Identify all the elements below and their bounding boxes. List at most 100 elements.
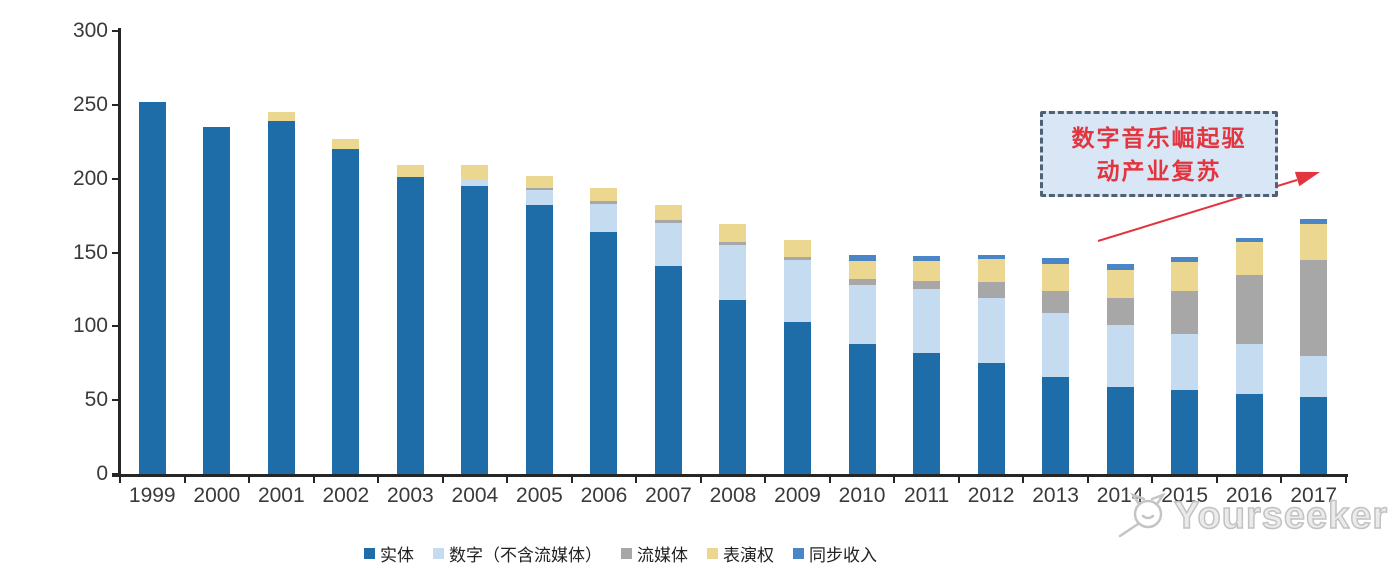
- y-axis-tick: [112, 325, 119, 328]
- bar-segment-physical: [913, 352, 941, 474]
- bar-segment-physical: [332, 149, 360, 474]
- bar-segment-physical: [1171, 389, 1199, 474]
- bar-column: [1281, 31, 1346, 474]
- x-axis-line: [112, 474, 1348, 477]
- bar-segment-performance-rights: [719, 224, 747, 243]
- x-axis-tick: [183, 476, 186, 483]
- bar-stack: [848, 254, 876, 474]
- y-axis-label: 250: [72, 92, 108, 116]
- x-axis-label: 2008: [709, 484, 757, 507]
- bar-stack: [138, 101, 166, 474]
- y-axis-tick: [112, 473, 119, 475]
- bar-segment-physical: [719, 299, 747, 474]
- bar-segment-digital-excl-streaming: [525, 190, 553, 206]
- bar-segment-physical: [396, 177, 424, 474]
- bar-stack: [1235, 237, 1263, 474]
- bar-segment-physical: [784, 321, 811, 474]
- y-axis-label: 300: [72, 19, 108, 42]
- bar-column: [314, 31, 379, 474]
- watermark-text: Yourseeker: [1173, 494, 1389, 538]
- y-axis-label: 200: [72, 166, 108, 190]
- bar-segment-performance-rights: [332, 138, 360, 150]
- bar-segment-performance-rights: [525, 175, 553, 188]
- bar-segment-physical: [138, 101, 166, 474]
- bar-segment-streaming: [590, 200, 618, 204]
- bar-segment-physical: [525, 205, 553, 474]
- bar-segment-digital-excl-streaming: [848, 285, 876, 345]
- x-axis-label: 2001: [257, 484, 305, 507]
- bar-column: [1088, 31, 1153, 474]
- legend: 实体 数字（不含流媒体） 流媒体 表演权 同步收入: [364, 541, 877, 566]
- x-axis-label: 2003: [386, 484, 434, 507]
- bar-segment-streaming: [719, 242, 747, 246]
- bar-segment-digital-excl-streaming: [1235, 344, 1263, 395]
- bar-segment-digital-excl-streaming: [1171, 333, 1199, 390]
- bar-segment-streaming: [977, 282, 1005, 299]
- legend-swatch-icon: [621, 548, 632, 559]
- x-axis-label: 2013: [1032, 484, 1079, 507]
- bar-segment-performance-rights: [913, 261, 941, 281]
- x-axis-tick: [506, 476, 509, 483]
- y-axis-label: 0: [96, 462, 108, 485]
- bar-segment-performance-rights: [590, 187, 618, 201]
- x-axis-tick: [893, 476, 896, 483]
- bar-stack: [913, 256, 941, 474]
- bar-column: [1217, 31, 1282, 474]
- bar-segment-digital-excl-streaming: [1106, 324, 1134, 387]
- bar-column: [701, 31, 766, 474]
- x-axis-label: 2000: [193, 484, 241, 507]
- x-axis-tick: [1086, 476, 1089, 483]
- x-axis-label: 2002: [322, 484, 370, 507]
- bar-segment-digital-excl-streaming: [913, 289, 941, 353]
- bar-stack: [1106, 264, 1134, 474]
- bar-segment-digital-excl-streaming: [719, 245, 747, 300]
- x-axis-tick: [570, 476, 573, 483]
- x-axis-label: 2011: [903, 484, 950, 507]
- bar-column: [443, 31, 508, 474]
- legend-label: 同步收入: [809, 546, 877, 566]
- bar-segment-performance-rights: [848, 260, 876, 280]
- bar-segment-streaming: [1042, 290, 1070, 314]
- bar-segment-physical: [1042, 376, 1070, 474]
- bar-stack: [525, 175, 553, 474]
- legend-item-performance-rights: 表演权: [707, 541, 774, 566]
- y-axis-tick: [112, 30, 119, 32]
- bar-segment-performance-rights: [977, 259, 1005, 283]
- x-axis-label: 2006: [580, 484, 628, 507]
- legend-swatch-icon: [793, 548, 804, 559]
- annotation-text-line2: 动产业复苏: [1096, 158, 1222, 185]
- y-axis-tick: [112, 399, 119, 402]
- x-axis-label: 2012: [967, 484, 1015, 507]
- x-axis-tick: [1280, 476, 1283, 483]
- legend-item-sync-revenue: 同步收入: [793, 541, 877, 566]
- x-axis-tick: [699, 476, 702, 483]
- bar-segment-performance-rights: [654, 205, 682, 221]
- legend-label: 数字（不含流媒体）: [449, 546, 602, 566]
- x-axis-tick: [1345, 476, 1347, 483]
- x-axis-label: 2010: [838, 484, 886, 507]
- bar-segment-performance-rights: [1235, 242, 1263, 275]
- bar-column: [1023, 31, 1088, 474]
- y-axis-tick: [112, 251, 119, 254]
- bar-stack: [461, 165, 489, 474]
- legend-swatch-icon: [707, 548, 718, 559]
- bar-column: [1152, 31, 1217, 474]
- bar-stack: [1171, 256, 1199, 474]
- bar-segment-physical: [203, 126, 231, 474]
- bar-segment-physical: [267, 121, 295, 474]
- x-axis-label: 2014: [1096, 484, 1144, 507]
- bar-column: [894, 31, 959, 474]
- bar-segment-digital-excl-streaming: [977, 298, 1005, 364]
- bar-segment-sync-revenue: [1300, 218, 1328, 224]
- bar-column: [572, 31, 637, 474]
- watermark: Yourseeker: [1108, 492, 1388, 540]
- bar-column: [765, 31, 830, 474]
- x-axis-tick: [957, 476, 960, 483]
- bar-segment-physical: [1235, 394, 1263, 474]
- x-axis-tick: [635, 476, 638, 483]
- x-axis-label: 2017: [1290, 484, 1338, 507]
- bar-stack: [1300, 218, 1328, 474]
- bar-segment-sync-revenue: [1042, 258, 1070, 264]
- legend-item-digital-excl-streaming: 数字（不含流媒体）: [433, 541, 602, 566]
